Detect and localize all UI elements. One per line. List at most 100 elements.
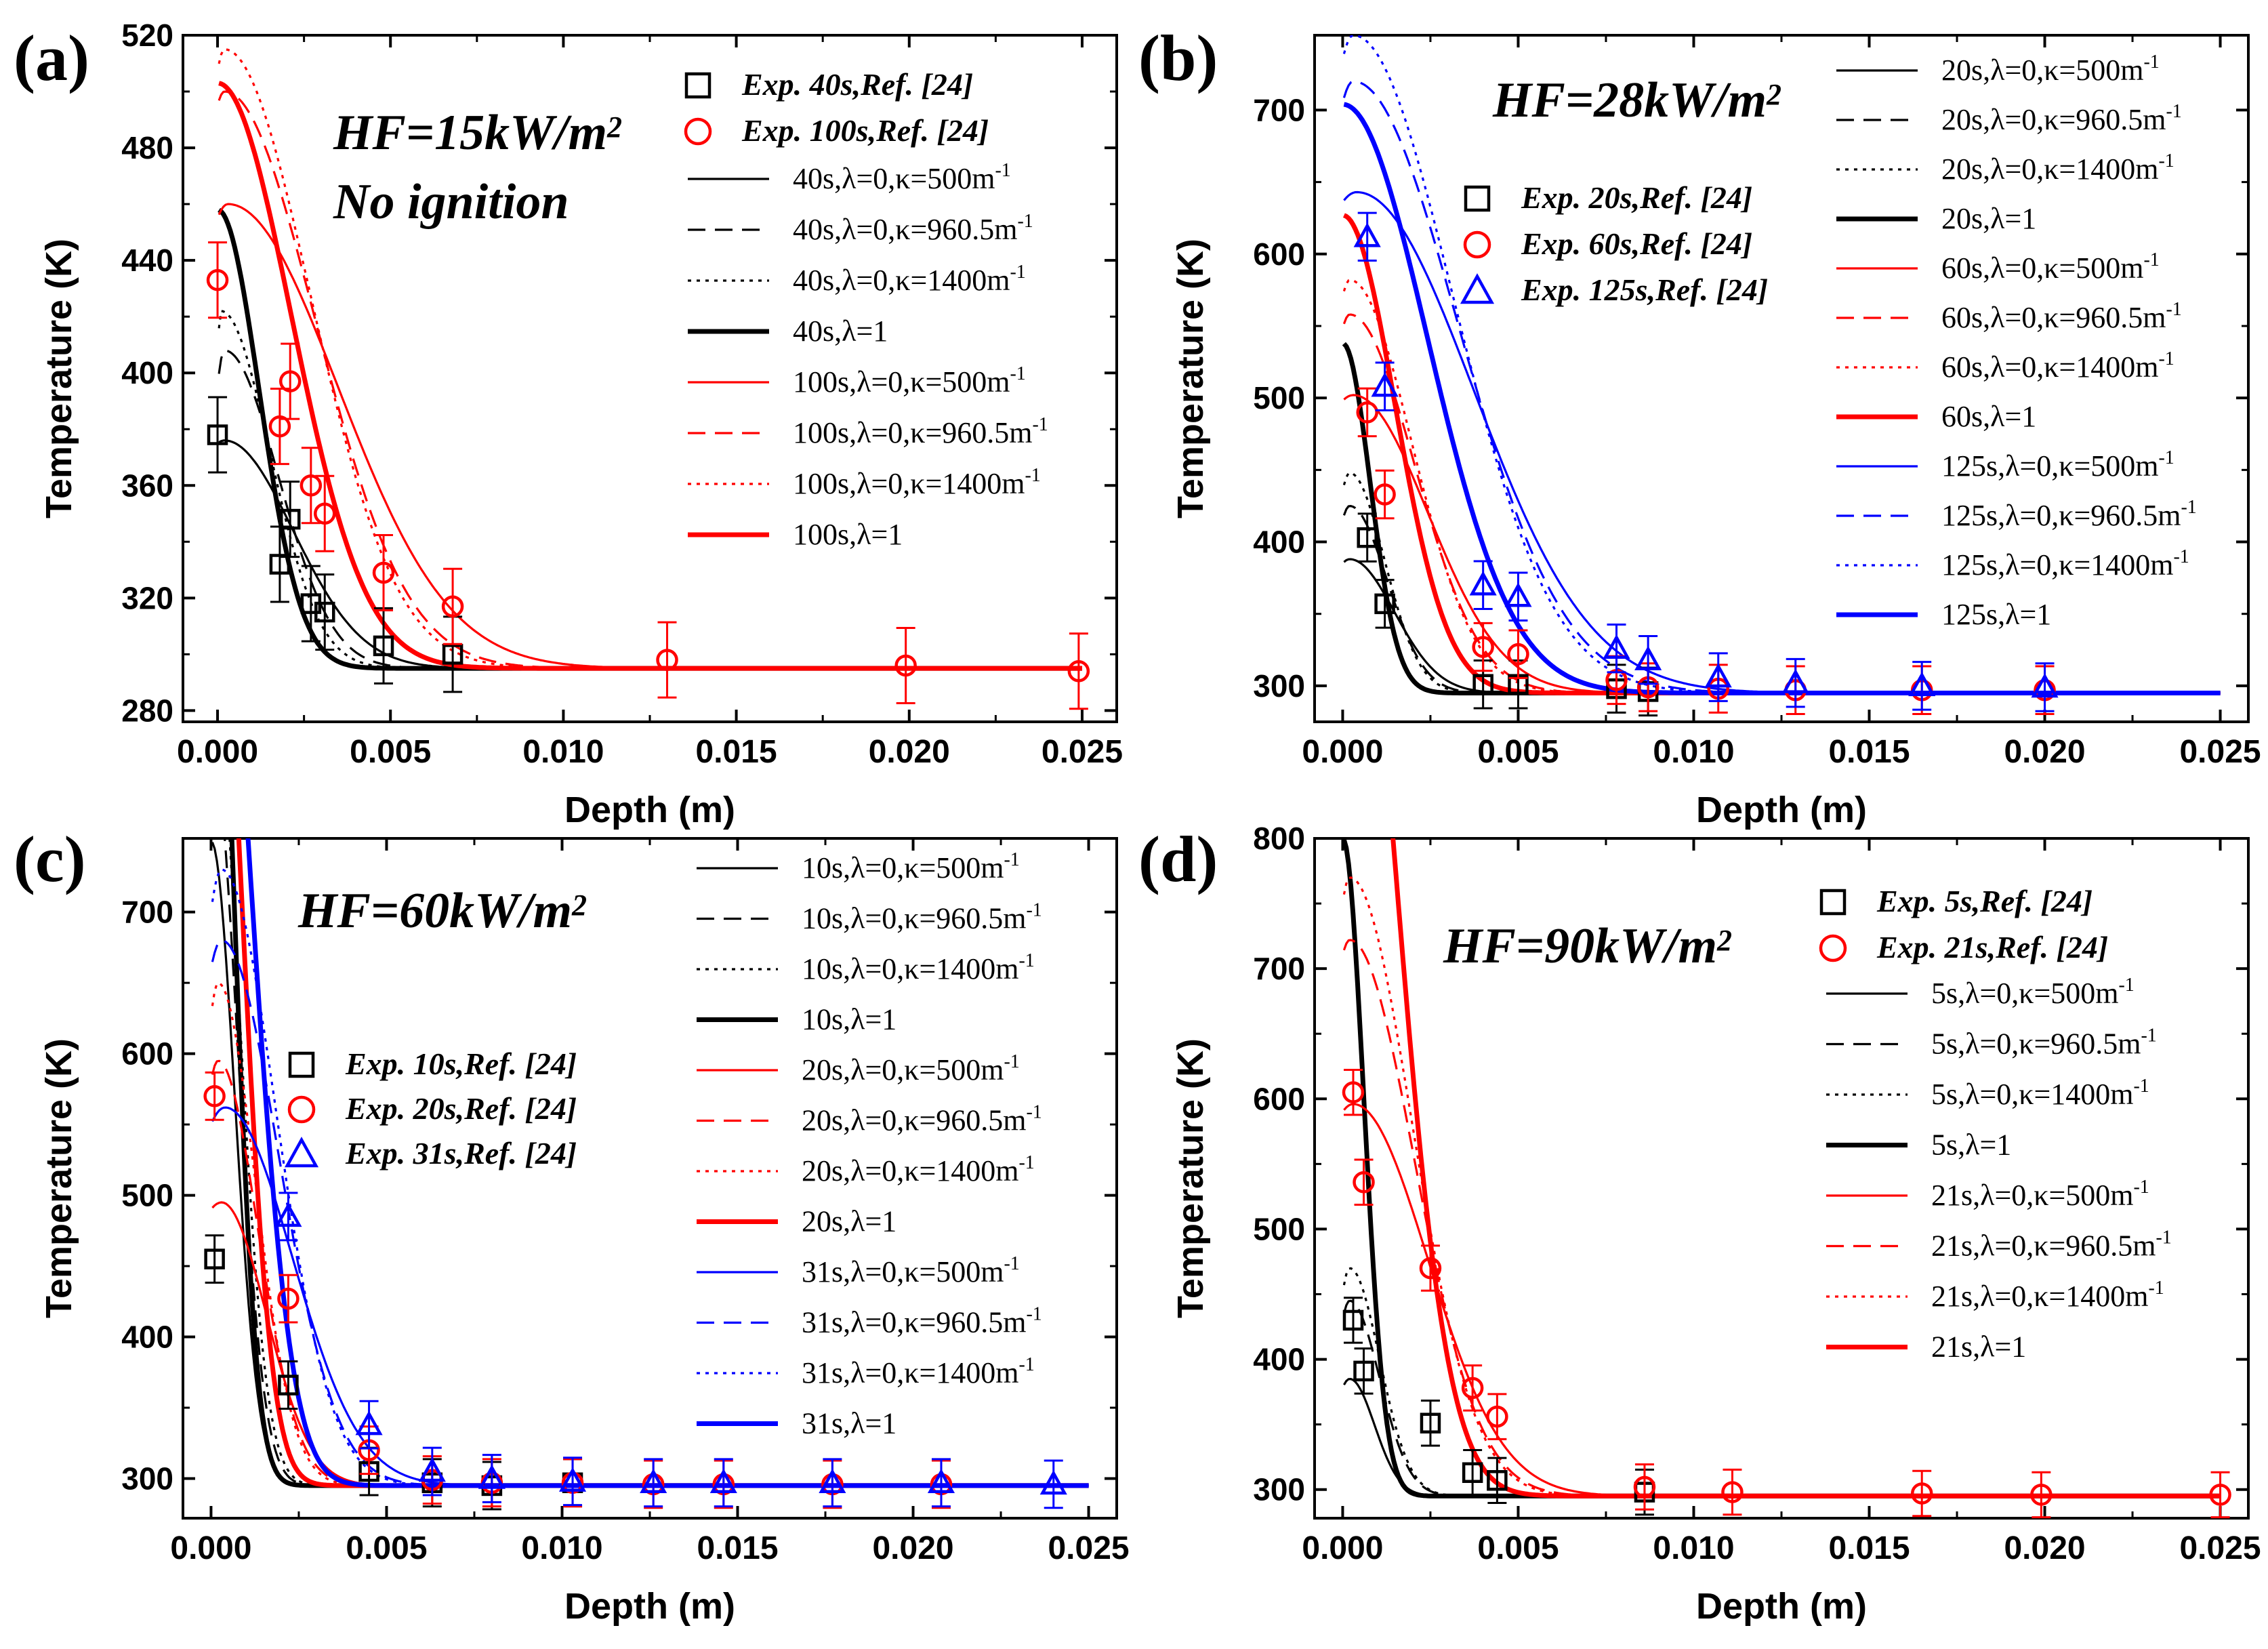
legend-series-label: 21s,λ=0,κ=1400m-1 (1931, 1278, 2164, 1313)
legend-series-label: 31s,λ=0,κ=960.5m-1 (802, 1304, 1042, 1339)
x-axis-title: Depth (m) (564, 1586, 735, 1627)
x-tick-label: 0.020 (872, 1530, 953, 1566)
chart-panel-b: 0.000 0.005 0.010 0.015 0.020 0.025 300 400 500 6… (1138, 22, 2261, 830)
marker-circle (894, 654, 917, 677)
marker-circle (1353, 1171, 1375, 1194)
legend-series-label: 40s,λ=0,κ=500m-1 (793, 160, 1011, 195)
legend-series-label: 21s,λ=1 (1931, 1330, 2026, 1364)
legend-series-label: 10s,λ=0,κ=500m-1 (802, 849, 1020, 884)
y-axis-title: Temperature (K) (1170, 239, 1211, 518)
y-tick-label: 480 (121, 130, 173, 165)
y-tick-label: 400 (1253, 1342, 1305, 1377)
legend-series-label: 125s,λ=0,κ=500m-1 (1941, 447, 2174, 483)
marker-square (207, 424, 228, 445)
x-tick-label: 0.015 (696, 734, 777, 770)
y-tick-label: 320 (121, 580, 173, 615)
legend-series-label: 125s,λ=0,κ=1400m-1 (1941, 546, 2189, 582)
marker-square (1342, 1309, 1364, 1331)
x-tick-label: 0.000 (1302, 734, 1383, 770)
legend-series-label: 100s,λ=0,κ=500m-1 (793, 363, 1026, 399)
x-tick-label: 0.020 (2004, 734, 2085, 770)
y-tick-label: 600 (1253, 237, 1305, 272)
legend-series-label: 100s,λ=0,κ=960.5m-1 (793, 414, 1048, 449)
legend-series-label: 125s,λ=1 (1941, 598, 2051, 631)
y-tick-label: 300 (1253, 1472, 1305, 1507)
y-tick-label: 520 (121, 18, 173, 53)
marker-square (442, 644, 463, 665)
marker-square (1487, 1470, 1508, 1491)
legend-series-label: 20s,λ=1 (1941, 202, 2036, 235)
y-tick-label: 800 (1253, 821, 1305, 856)
series-line (1342, 939, 2221, 1497)
marker-circle (1463, 230, 1491, 259)
series-line (211, 939, 1089, 1487)
marker-circle (1461, 1377, 1484, 1400)
marker-square (1420, 1412, 1441, 1433)
series-line (1342, 876, 2221, 1497)
marker-triangle (819, 1468, 846, 1494)
y-tick-label: 400 (121, 355, 173, 390)
marker-circle (268, 415, 291, 438)
marker-triangle (1371, 372, 1399, 397)
legend-series-label: 10s,λ=0,κ=1400m-1 (802, 950, 1035, 985)
marker-triangle (1781, 668, 1809, 693)
marker-triangle (1460, 273, 1495, 304)
panel-label: (c) (14, 823, 86, 895)
marker-circle (287, 1095, 316, 1124)
marker-circle (277, 1287, 300, 1310)
series-line (1343, 102, 2221, 695)
y-tick-label: 700 (121, 895, 173, 930)
y-tick-label: 300 (1253, 668, 1305, 704)
marker-triangle (709, 1468, 737, 1494)
legend-exp-label: Exp. 5s,Ref. [24] (1876, 884, 2092, 918)
legend-series-label: 40s,λ=0,κ=960.5m-1 (793, 211, 1033, 246)
marker-circle (279, 370, 302, 392)
y-tick-label: 440 (121, 243, 173, 278)
legend-series-label: 31s,λ=1 (802, 1407, 896, 1440)
x-tick-label: 0.010 (521, 1530, 602, 1566)
y-axis-title: Temperature (K) (39, 239, 79, 518)
legend-series-label: 20s,λ=0,κ=960.5m-1 (802, 1102, 1042, 1137)
chart-title: HF=15kW/m2 (333, 105, 622, 161)
y-axis-title: Temperature (K) (39, 1038, 79, 1318)
marker-triangle (1634, 645, 1662, 670)
x-tick-label: 0.025 (1042, 734, 1123, 770)
marker-circle (1356, 401, 1378, 424)
marker-square (1462, 1462, 1483, 1483)
y-tick-label: 500 (1253, 1211, 1305, 1246)
marker-circle (372, 561, 395, 584)
marker-circle (1819, 934, 1847, 962)
legend-exp-label: Exp. 100s,Ref. [24] (741, 113, 989, 148)
legend-series-label: 100s,λ=1 (793, 518, 903, 551)
legend-series-label: 31s,λ=0,κ=500m-1 (802, 1253, 1020, 1288)
legend-series-label: 60s,λ=0,κ=500m-1 (1941, 249, 2160, 285)
x-tick-label: 0.000 (170, 1530, 251, 1566)
x-tick-label: 0.010 (1653, 1530, 1734, 1566)
legend-series-label: 60s,λ=1 (1941, 400, 2036, 433)
marker-triangle (1504, 582, 1532, 607)
x-tick-label: 0.015 (1828, 1530, 1910, 1566)
marker-circle (314, 502, 336, 525)
marker-square (1357, 527, 1378, 548)
legend-series-label: 5s,λ=1 (1931, 1128, 2011, 1162)
legend-series-label: 21s,λ=0,κ=500m-1 (1931, 1177, 2149, 1212)
marker-square (1472, 674, 1493, 695)
x-tick-label: 0.005 (350, 734, 431, 770)
legend-series-label: 20s,λ=0,κ=1400m-1 (802, 1152, 1035, 1187)
legend-series-label: 20s,λ=0,κ=1400m-1 (1941, 150, 2174, 186)
legend-exp-label: Exp. 20s,Ref. [24] (345, 1091, 577, 1126)
x-axis-title: Depth (m) (1696, 790, 1867, 830)
legend-series-label: 20s,λ=1 (802, 1205, 896, 1238)
legend-series-label: 31s,λ=0,κ=1400m-1 (802, 1354, 1035, 1389)
marker-triangle (927, 1468, 955, 1494)
marker-triangle (284, 1137, 319, 1168)
y-tick-label: 500 (1253, 380, 1305, 415)
x-tick-label: 0.005 (1477, 734, 1559, 770)
x-tick-label: 0.025 (1048, 1530, 1129, 1566)
legend-exp-label: Exp. 10s,Ref. [24] (345, 1046, 577, 1081)
marker-triangle (1603, 634, 1630, 659)
chart-title: HF=90kW/m2 (1443, 918, 1732, 974)
y-tick-label: 400 (1253, 525, 1305, 560)
series-line (245, 838, 1089, 1488)
